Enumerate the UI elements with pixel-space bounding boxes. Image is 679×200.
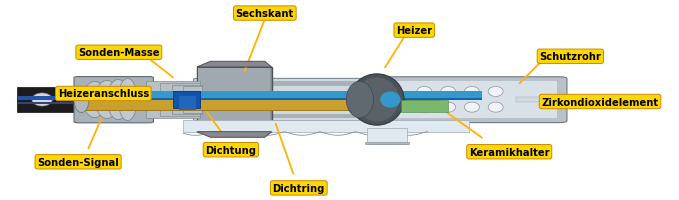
Bar — [183, 87, 202, 113]
Bar — [18, 97, 79, 100]
Ellipse shape — [107, 80, 129, 120]
Ellipse shape — [350, 74, 404, 126]
Bar — [81, 100, 441, 110]
Ellipse shape — [74, 87, 89, 113]
Bar — [198, 68, 270, 131]
Bar — [396, 82, 557, 118]
Polygon shape — [197, 62, 272, 68]
Ellipse shape — [95, 81, 119, 119]
Ellipse shape — [346, 82, 373, 118]
Bar — [200, 81, 553, 86]
Bar — [81, 91, 482, 100]
Text: Sonden-Signal: Sonden-Signal — [37, 157, 119, 167]
Ellipse shape — [441, 87, 456, 97]
Bar — [173, 91, 200, 108]
Ellipse shape — [380, 92, 401, 108]
Bar — [183, 120, 469, 132]
Bar — [179, 96, 196, 110]
Ellipse shape — [417, 103, 432, 113]
Text: Heizeranschluss: Heizeranschluss — [58, 89, 149, 99]
Ellipse shape — [464, 87, 479, 97]
Ellipse shape — [355, 78, 399, 122]
Ellipse shape — [32, 94, 52, 106]
Ellipse shape — [441, 103, 456, 113]
Ellipse shape — [464, 103, 479, 113]
Ellipse shape — [118, 79, 137, 121]
Ellipse shape — [83, 82, 107, 118]
Text: Dichtung: Dichtung — [205, 145, 257, 155]
Bar — [401, 100, 448, 112]
Bar — [200, 114, 553, 118]
Bar — [81, 99, 482, 100]
Text: Schutzrohr: Schutzrohr — [539, 52, 602, 62]
Bar — [172, 85, 202, 114]
FancyBboxPatch shape — [194, 79, 560, 121]
Text: Sonden-Masse: Sonden-Masse — [78, 48, 160, 58]
FancyBboxPatch shape — [387, 77, 567, 123]
Text: Dichtring: Dichtring — [272, 183, 325, 193]
Text: Sechskant: Sechskant — [236, 9, 294, 19]
Bar — [81, 110, 441, 111]
Text: Zirkondioxidelement: Zirkondioxidelement — [542, 97, 659, 107]
Bar — [160, 84, 200, 116]
Bar — [18, 102, 79, 105]
Polygon shape — [197, 132, 272, 138]
Text: Keramikhalter: Keramikhalter — [469, 147, 549, 157]
Bar — [516, 97, 581, 102]
Bar — [367, 128, 407, 144]
Ellipse shape — [488, 87, 503, 97]
Ellipse shape — [488, 103, 503, 113]
Bar — [365, 142, 409, 144]
Bar — [197, 68, 272, 132]
Polygon shape — [581, 97, 594, 102]
Ellipse shape — [417, 87, 432, 97]
Text: Heizer: Heizer — [396, 26, 433, 36]
Bar — [146, 82, 200, 118]
Bar — [17, 87, 81, 112]
FancyBboxPatch shape — [74, 77, 153, 123]
